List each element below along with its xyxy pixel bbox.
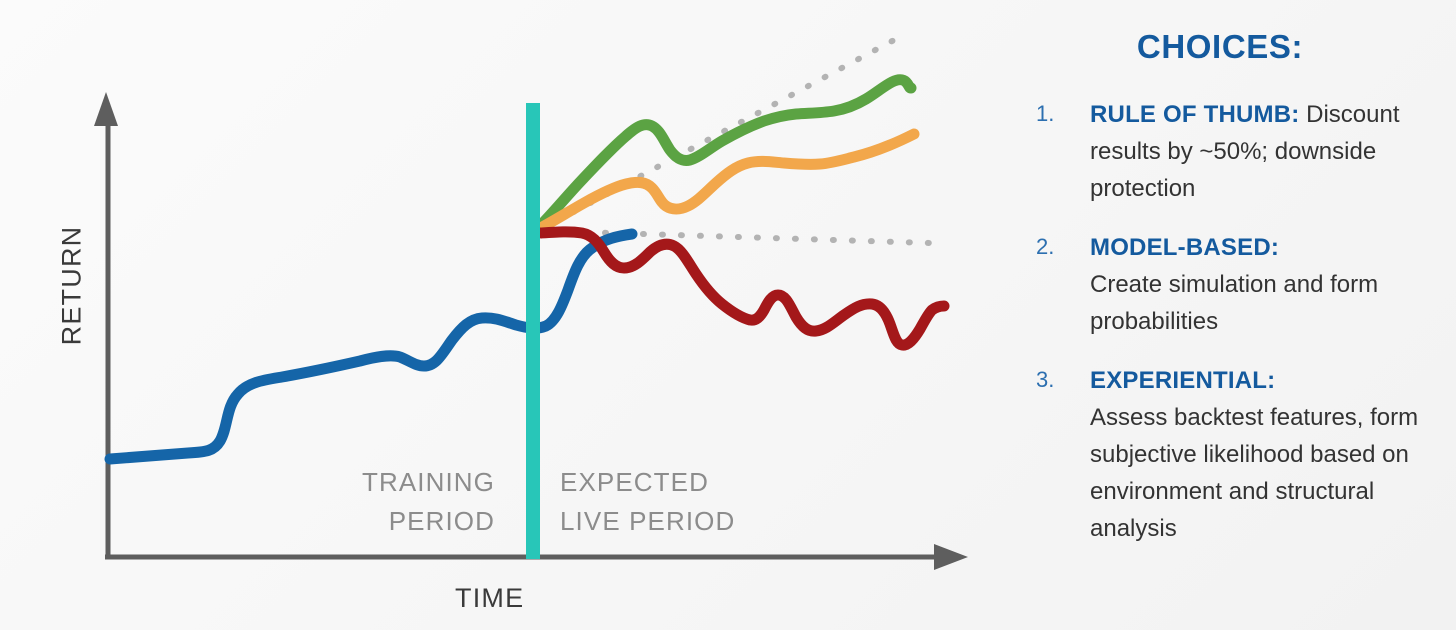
choice-item-3: 3. EXPERIENTIAL: Assess backtest feature… [1028, 362, 1456, 547]
x-axis [105, 544, 968, 570]
choice-item-1: 1. RULE OF THUMB: Discount results by ~5… [1028, 96, 1456, 207]
y-axis-title: RETURN [56, 225, 87, 346]
choice-number-2: 2. [1036, 234, 1055, 259]
choice-number-1: 1. [1036, 101, 1055, 126]
choices-list: 1. RULE OF THUMB: Discount results by ~5… [1028, 96, 1456, 569]
chart-panel: RETURN TIME TRAINING PERIOD EXPECTED LIV… [56, 37, 968, 613]
choice-title-2: MODEL-BASED: [1090, 234, 1280, 261]
optimistic-live-line [533, 74, 917, 233]
choice-body-3: EXPERIENTIAL: Assess backtest features, … [1090, 362, 1456, 547]
choice-text-1: Discount results by ~50%; downside prote… [1090, 101, 1400, 202]
choices-heading: CHOICES: [1136, 28, 1304, 65]
performance-chart [94, 37, 968, 570]
choice-text-2: Create simulation and form probabilities [1090, 271, 1379, 335]
expected-live-period-label: EXPECTED LIVE PERIOD [560, 467, 736, 536]
y-axis [94, 92, 118, 558]
choice-body-2: MODEL-BASED: Create simulation and form … [1090, 229, 1456, 340]
split-marker-bar [526, 103, 540, 559]
pessimistic-live-line [535, 226, 950, 351]
choice-title-3: EXPERIENTIAL: [1090, 367, 1276, 394]
choices-panel: CHOICES: 1. RULE OF THUMB: Discount resu… [1000, 0, 1456, 630]
flat-trend-guide-line [545, 228, 933, 246]
choice-item-2: 2. MODEL-BASED: Create simulation and fo… [1028, 229, 1456, 340]
choice-body-1: RULE OF THUMB: Discount results by ~50%;… [1090, 96, 1456, 207]
choice-title-1: RULE OF THUMB: [1090, 101, 1300, 128]
choice-text-3: Assess backtest features, form subjectiv… [1090, 404, 1419, 542]
discounted-live-line [531, 128, 920, 236]
x-axis-title: TIME [455, 583, 525, 613]
choice-number-3: 3. [1036, 367, 1055, 392]
training-backtest-line [104, 228, 638, 465]
training-period-label: TRAINING PERIOD [361, 467, 495, 536]
